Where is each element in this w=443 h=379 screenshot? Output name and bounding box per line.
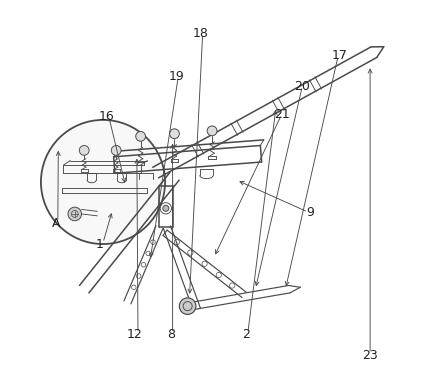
Text: 8: 8 [167,328,175,341]
Text: 23: 23 [362,349,378,362]
Text: 9: 9 [306,205,314,219]
Circle shape [163,205,169,211]
Text: 20: 20 [295,80,311,92]
Text: 18: 18 [193,27,209,40]
Circle shape [179,298,196,315]
Circle shape [41,120,165,244]
Circle shape [68,207,82,221]
Circle shape [170,129,179,139]
Text: 2: 2 [242,328,250,341]
Text: 21: 21 [274,108,290,121]
Circle shape [79,146,89,155]
Text: 16: 16 [99,110,115,123]
Text: 12: 12 [127,328,143,341]
Text: 19: 19 [168,70,184,83]
Circle shape [111,146,121,155]
Circle shape [207,126,217,136]
Text: 1: 1 [95,238,103,251]
Text: 17: 17 [332,49,348,63]
Text: A: A [52,217,60,230]
Circle shape [136,132,145,141]
